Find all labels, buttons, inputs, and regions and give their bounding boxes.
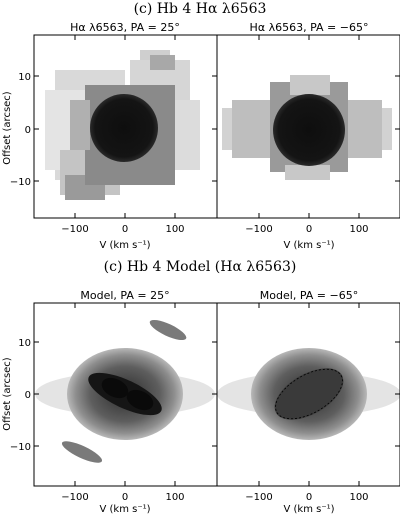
x-tick-label: 100 [349,224,368,235]
figure-title-observed: (c) Hb 4 Hα λ6563 [133,1,267,17]
figure-title-model: (c) Hb 4 Model (Hα λ6563) [103,259,297,275]
x-tick-label: 0 [306,492,312,503]
y-tick-label: −10 [10,442,31,453]
panel-label-bottom-right: Model, PA = −65° [260,289,358,302]
y-tick-label: 10 [18,72,31,83]
y-tick-label: 10 [18,338,31,349]
x-tick-label: −100 [61,224,88,235]
x-tick-label: 0 [306,224,312,235]
panel-observed-pa-65-image [217,35,400,218]
x-tick-label: 0 [122,492,128,503]
x-tick-label: 100 [165,224,184,235]
x-tick-label: 100 [349,492,368,503]
panel-model-pa-65-image [217,303,400,486]
y-axis-label: Offset (arcsec) [2,91,13,165]
y-tick-label: −10 [10,177,31,188]
panel-label-top-left: Hα λ6563, PA = 25° [70,21,180,34]
panel-label-bottom-left: Model, PA = 25° [80,289,169,302]
x-axis-label: V (km s⁻¹) [283,504,334,514]
x-tick-label: −100 [61,492,88,503]
x-tick-label: −100 [245,492,272,503]
panel-model-pa25-image [34,303,217,486]
x-axis-label: V (km s⁻¹) [283,240,334,251]
panel-label-top-right: Hα λ6563, PA = −65° [250,21,369,34]
x-tick-label: 100 [165,492,184,503]
panel-observed-pa25-image [34,35,217,218]
y-tick-label: 0 [25,390,31,401]
x-tick-label: −100 [245,224,272,235]
x-tick-label: 0 [122,224,128,235]
x-axis-label: V (km s⁻¹) [99,504,150,514]
y-tick-label: 0 [25,125,31,136]
x-tick-marks [34,35,400,486]
y-axis-label: Offset (arcsec) [2,357,13,431]
x-axis-label: V (km s⁻¹) [99,240,150,251]
